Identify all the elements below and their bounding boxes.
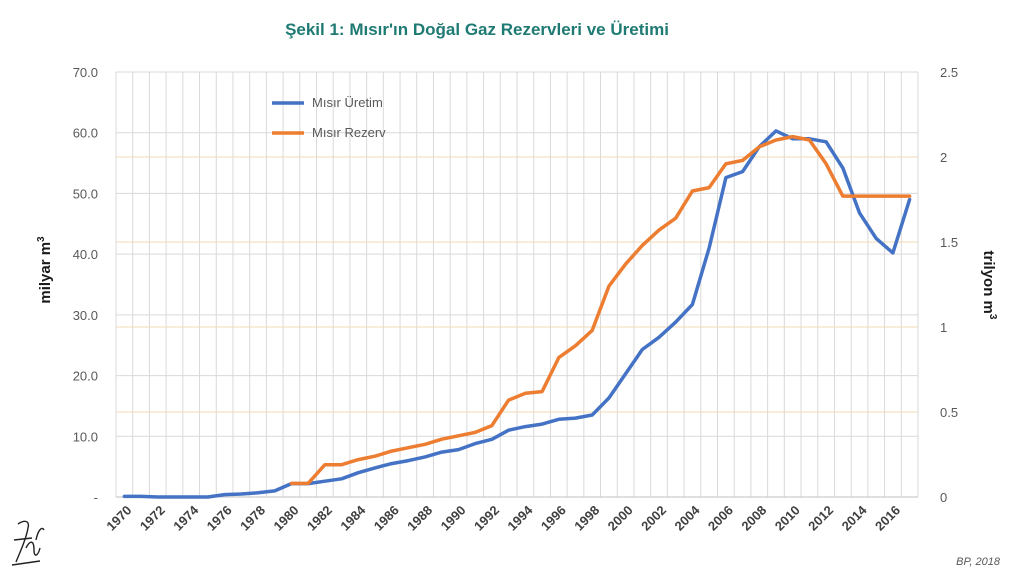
x-tick-label: 1974 [170,502,202,534]
y-axis-label-sup: 3 [36,236,47,242]
x-tick-label: 2010 [772,503,803,534]
x-tick-label: 2014 [839,502,871,534]
x-tick-label: 1994 [504,502,536,534]
source-note: BP, 2018 [956,556,1001,568]
y-tick-label: 30.0 [73,308,98,323]
series-lines [122,129,912,499]
signature-icon [11,520,45,566]
x-tick-label: 1996 [538,503,569,534]
x-tick-label: 2004 [672,502,704,534]
x-tick-label: 2002 [638,503,669,534]
y2-axis-label-sup: 3 [987,314,998,320]
x-tick-label: 1984 [337,502,369,534]
y-axis-label: milyar m3 [36,236,54,304]
y-tick-label: 20.0 [73,369,98,384]
grid [115,71,919,498]
series-line-reserve [289,134,912,486]
x-tick-label: 1990 [438,503,469,534]
x-tick-label: 2008 [738,503,769,534]
x-tick-label: 1992 [471,503,502,534]
y-axis-right: 0 0.5 1 1.5 2 2.5 [940,65,958,505]
y2-tick-label: 1.5 [940,235,958,250]
y-tick-label: 60.0 [73,126,98,141]
y-tick-label: 40.0 [73,247,98,262]
y-tick-label: 10.0 [73,429,98,444]
y2-tick-label: 1 [940,320,947,335]
y-tick-label: 70.0 [73,65,98,80]
y2-tick-label: 0 [940,490,947,505]
x-tick-label: 2006 [705,503,736,534]
x-tick-label: 1998 [571,503,602,534]
x-axis: 1970 1972 1974 1976 1978 1980 1982 1984 1986 1988… [103,502,903,534]
y-axis-left: - 10.0 20.0 30.0 40.0 50.0 60.0 70.0 [73,65,98,505]
x-tick-label: 1978 [237,503,268,534]
y2-tick-label: 0.5 [940,405,958,420]
y-tick-label: - [94,490,98,505]
x-tick-label: 2016 [872,503,903,534]
legend-label-production: Mısır Üretim [312,95,383,110]
chart-title: Şekil 1: Mısır'ın Doğal Gaz Rezervleri v… [285,20,669,39]
y2-tick-label: 2.5 [940,65,958,80]
x-tick-label: 2012 [805,503,836,534]
y2-tick-label: 2 [940,150,947,165]
y-tick-label: 50.0 [73,186,98,201]
x-tick-label: 1972 [137,503,168,534]
x-tick-label: 1986 [371,503,402,534]
y2-axis-label-text: trilyon m [980,251,997,314]
x-tick-label: 1970 [103,503,134,534]
legend-label-reserve: Mısır Rezerv [312,125,386,140]
x-tick-label: 1988 [404,503,435,534]
x-tick-label: 2000 [605,503,636,534]
series-line-production [122,129,912,499]
x-tick-label: 1976 [204,503,235,534]
x-tick-label: 1982 [304,503,335,534]
y-axis-label-text: milyar m [37,242,54,304]
x-tick-label: 1980 [271,503,302,534]
legend: Mısır Üretim Mısır Rezerv [272,95,386,140]
y2-axis-label: trilyon m3 [980,251,998,320]
